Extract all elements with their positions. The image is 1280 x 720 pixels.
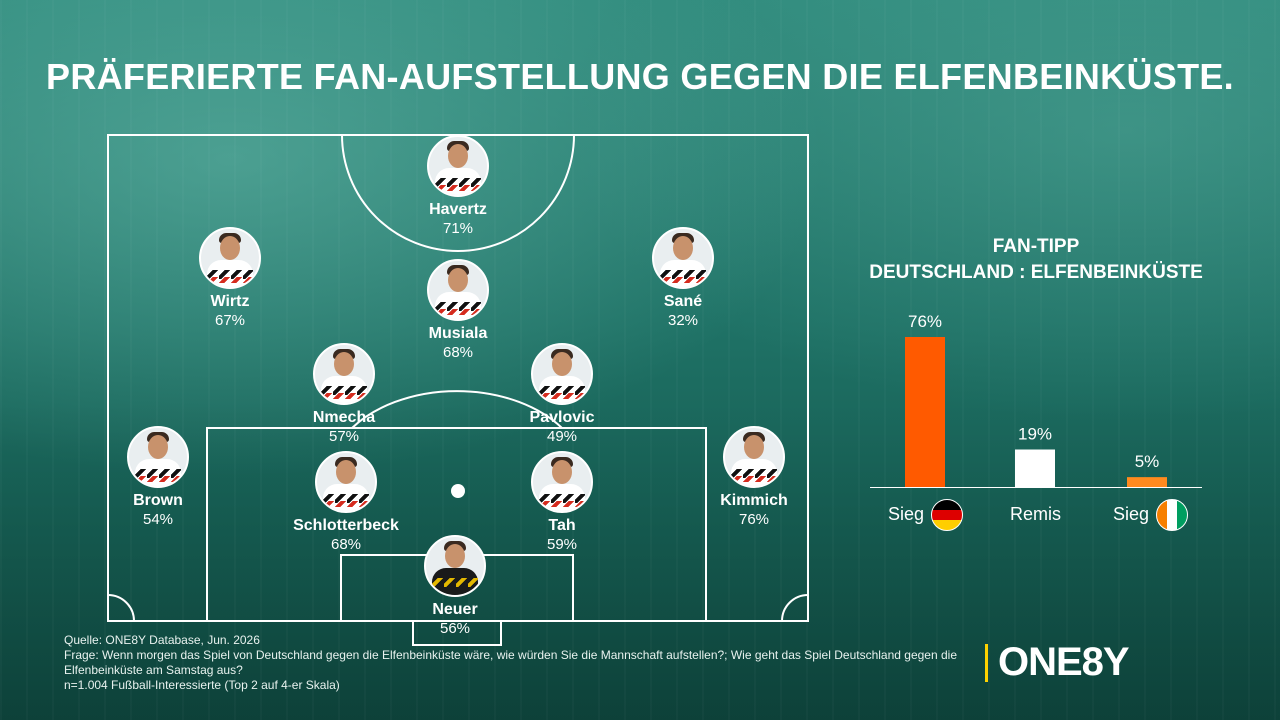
- player-percentage: 68%: [330, 536, 362, 553]
- germany-flag-icon: [931, 499, 963, 531]
- pitch-penalty-arc: [351, 390, 563, 429]
- page-title: PRÄFERIERTE FAN-AUFSTELLUNG GEGEN DIE EL…: [46, 56, 1234, 97]
- category-label: Remis: [1010, 504, 1062, 524]
- player-percentage: 71%: [442, 220, 474, 237]
- player-percentage: 76%: [738, 511, 770, 528]
- player-card: Pavlovic 49%: [482, 343, 642, 447]
- player-card: Brown 54%: [78, 426, 238, 530]
- player-percentage: 49%: [546, 428, 578, 445]
- player-name: Sané: [663, 293, 703, 310]
- pitch-center-circle: [341, 134, 575, 252]
- category-label: Sieg: [1113, 504, 1150, 524]
- bar-germany-win: [905, 337, 945, 487]
- footer-sample: n=1.004 Fußball-Interessierte (Top 2 auf…: [64, 678, 340, 692]
- player-percentage: 56%: [439, 620, 471, 637]
- player-percentage: 57%: [328, 428, 360, 445]
- player-card: Havertz 71%: [378, 135, 538, 239]
- pitch-penalty-spot: [451, 484, 465, 498]
- player-card: Neuer 56%: [375, 535, 535, 639]
- one8y-logo: ONE8Y: [985, 640, 1130, 685]
- fan-tipp-title: FAN-TIPP DEUTSCHLAND : ELFENBEINKÜSTE: [856, 234, 1216, 286]
- player-avatar: [723, 426, 785, 488]
- player-avatar: [531, 343, 593, 405]
- player-name: Havertz: [429, 201, 487, 218]
- player-avatar: [313, 343, 375, 405]
- fan-tipp-title-line2: DEUTSCHLAND : ELFENBEINKÜSTE: [869, 262, 1203, 283]
- footer-source: Quelle: ONE8Y Database, Jun. 2026: [64, 633, 260, 647]
- bar-value-label: 19%: [1018, 425, 1052, 444]
- player-card: Musiala 68%: [378, 259, 538, 363]
- player-name: Pavlovic: [529, 409, 595, 426]
- bar-value-label: 5%: [1135, 452, 1160, 471]
- logo-bar: [985, 643, 988, 682]
- player-percentage: 54%: [142, 511, 174, 528]
- player-avatar: [427, 135, 489, 197]
- player-name: Schlotterbeck: [293, 517, 399, 534]
- player-avatar: [424, 535, 486, 597]
- pitch-corner-arc-left: [107, 594, 135, 622]
- player-card: Tah 59%: [482, 451, 642, 555]
- category-label: Sieg: [888, 504, 925, 524]
- logo-text: ONE8Y: [998, 640, 1130, 684]
- player-name: Wirtz: [210, 293, 250, 310]
- pitch-goal: [412, 620, 502, 646]
- player-name: Tah: [548, 517, 576, 534]
- player-percentage: 68%: [442, 344, 474, 361]
- bar-draw: [1015, 449, 1055, 487]
- player-percentage: 32%: [667, 312, 699, 329]
- player-name: Musiala: [428, 325, 488, 342]
- player-name: Brown: [133, 492, 183, 509]
- player-percentage: 59%: [546, 536, 578, 553]
- player-card: Wirtz 67%: [150, 227, 310, 331]
- player-avatar: [531, 451, 593, 513]
- player-card: Schlotterbeck 68%: [266, 451, 426, 555]
- player-avatar: [315, 451, 377, 513]
- player-avatar: [127, 426, 189, 488]
- player-name: Nmecha: [312, 409, 376, 426]
- player-card: Sané 32%: [603, 227, 763, 331]
- bar-value-label: 76%: [908, 312, 942, 331]
- player-name: Kimmich: [720, 492, 788, 509]
- player-name: Neuer: [432, 601, 478, 618]
- player-percentage: 67%: [214, 312, 246, 329]
- footer-question: Frage: Wenn morgen das Spiel von Deutsch…: [64, 648, 957, 677]
- player-avatar: [652, 227, 714, 289]
- fan-tipp-title-line1: FAN-TIPP: [992, 236, 1080, 257]
- bar-ivory-coast-win: [1127, 477, 1167, 487]
- player-card: Kimmich 76%: [674, 426, 834, 530]
- player-card: Nmecha 57%: [264, 343, 424, 447]
- footer: Quelle: ONE8Y Database, Jun. 2026 Frage:…: [64, 633, 974, 693]
- player-avatar: [199, 227, 261, 289]
- player-avatar: [427, 259, 489, 321]
- pitch-corner-arc-right: [781, 594, 809, 622]
- fan-tipp-chart: 76% 19% 5%: [870, 312, 1202, 488]
- ivory-coast-flag-icon: [1156, 499, 1188, 531]
